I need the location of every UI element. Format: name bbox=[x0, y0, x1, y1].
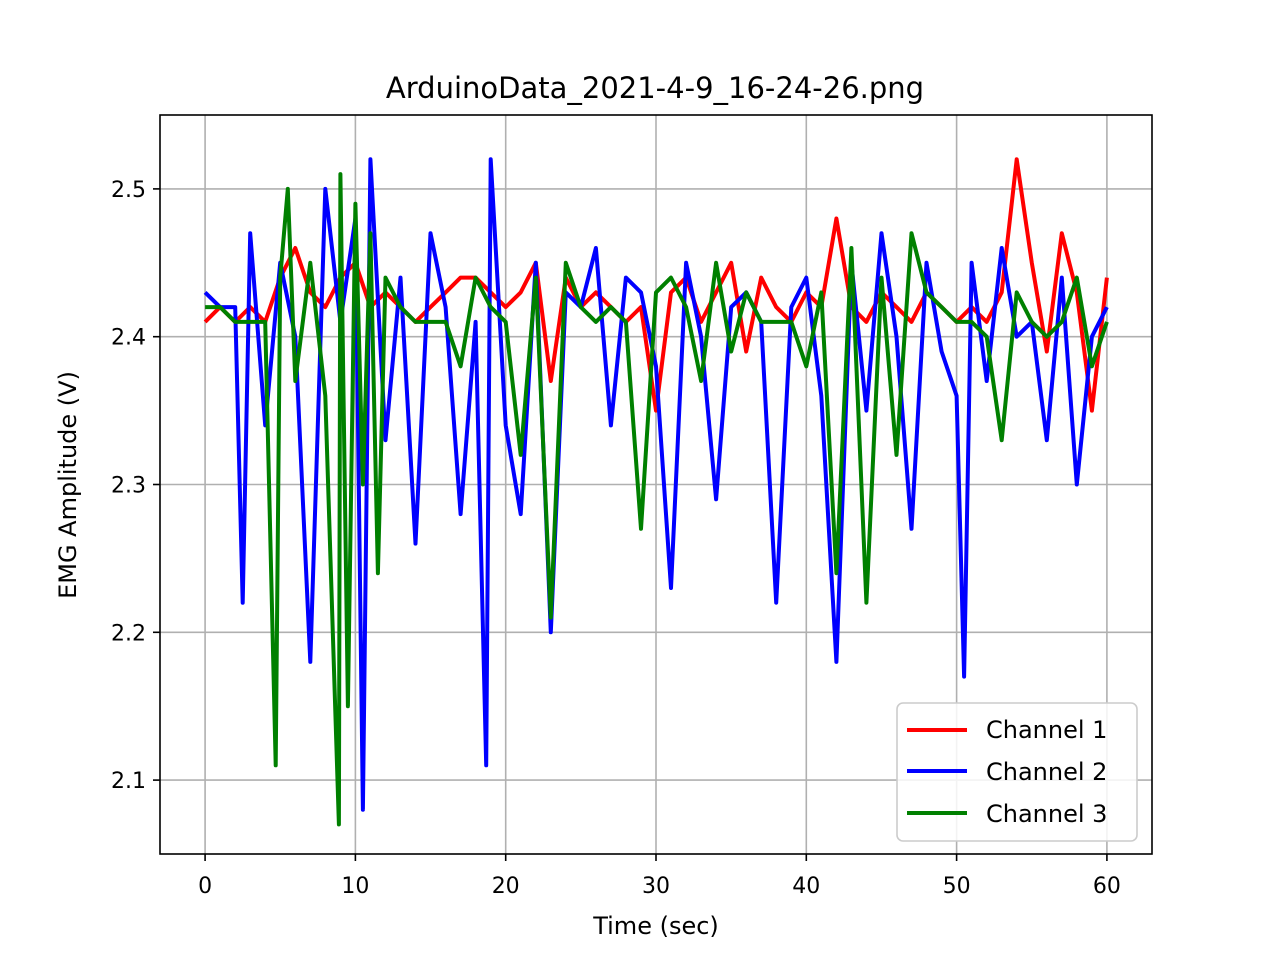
y-tick-label: 2.5 bbox=[111, 178, 146, 203]
series-line-channel-2 bbox=[203, 157, 1109, 812]
y-tick-label: 2.3 bbox=[111, 474, 146, 499]
y-axis-label: EMG Amplitude (V) bbox=[54, 371, 82, 599]
legend-label-channel-2: Channel 2 bbox=[986, 758, 1107, 786]
legend-label-channel-3: Channel 3 bbox=[986, 800, 1107, 828]
x-tick-label: 30 bbox=[642, 874, 670, 899]
legend-box bbox=[896, 702, 1138, 842]
x-tick-label: 20 bbox=[492, 874, 520, 899]
chart-title: ArduinoData_2021-4-9_16-24-26.png bbox=[386, 71, 924, 105]
y-tick-label: 2.2 bbox=[111, 621, 146, 646]
y-tick-label: 2.1 bbox=[111, 769, 146, 794]
x-axis-label: Time (sec) bbox=[592, 912, 719, 940]
x-tick-label: 10 bbox=[341, 874, 369, 899]
x-tick-label: 60 bbox=[1093, 874, 1121, 899]
series-line-channel-3 bbox=[205, 172, 1109, 827]
x-tick-label: 40 bbox=[792, 874, 820, 899]
x-tick-label: 0 bbox=[198, 874, 212, 899]
y-tick-label: 2.4 bbox=[111, 326, 146, 351]
x-tick-label: 50 bbox=[943, 874, 971, 899]
legend-label-channel-1: Channel 1 bbox=[986, 716, 1107, 744]
legend: Channel 1 Channel 2 Channel 3 bbox=[896, 702, 1138, 842]
axis-ticks: 0 10 20 30 40 50 60 2.1 2.2 2.3 2.4 2.5 bbox=[111, 178, 1121, 899]
series-lines bbox=[203, 157, 1109, 827]
